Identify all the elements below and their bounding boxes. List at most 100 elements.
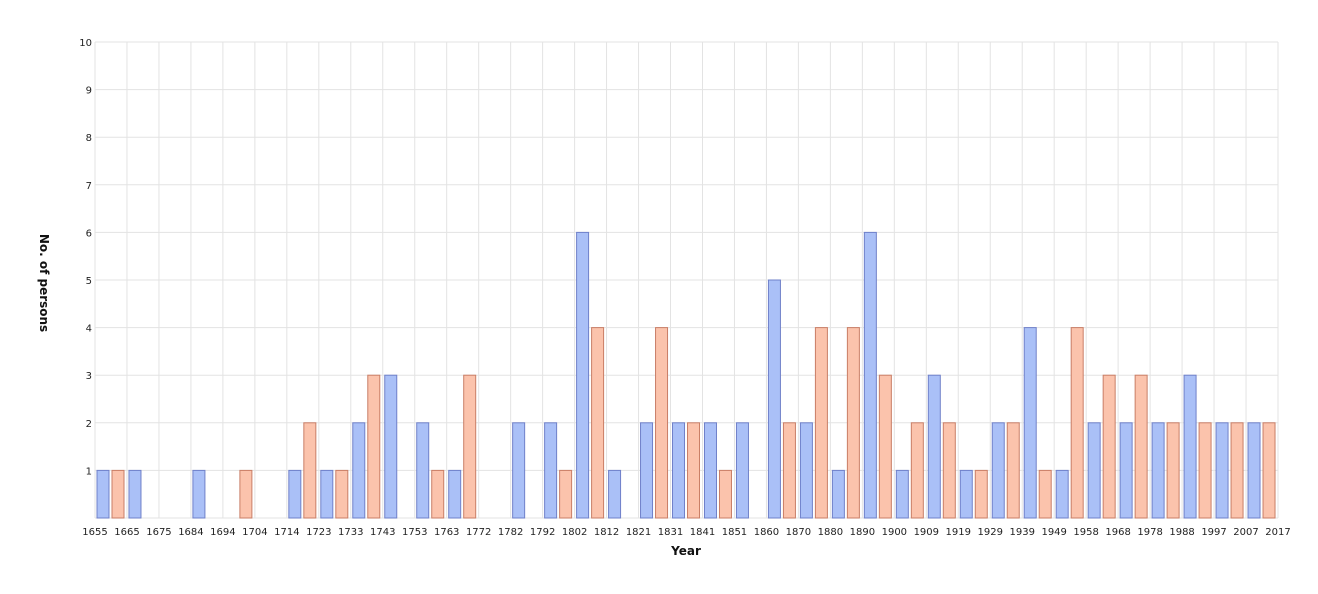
y-axis-title: No. of persons (37, 234, 51, 332)
y-tick-label: 1 (86, 466, 92, 477)
bar-series-1 (1055, 469, 1069, 519)
y-tick-label: 2 (86, 419, 92, 430)
y-tick-label: 6 (86, 228, 92, 239)
x-tick-label: 1675 (146, 527, 171, 538)
bar-series-1 (1183, 374, 1197, 519)
bar-series-1 (1119, 422, 1133, 519)
bar-series-2 (1006, 422, 1020, 519)
bar-series-2 (942, 422, 956, 519)
x-tick-label: 1812 (594, 527, 619, 538)
x-tick-label: 1655 (82, 527, 107, 538)
y-tick-label: 8 (86, 133, 92, 144)
y-tick-labels: 1 2 3 4 5 6 7 8 9 10 (79, 38, 92, 477)
x-tick-label: 1900 (882, 527, 907, 538)
y-tick-label: 10 (79, 38, 92, 49)
x-tick-label: 1949 (1041, 527, 1066, 538)
bar-series-1 (416, 422, 430, 519)
x-tick-label: 1763 (434, 527, 459, 538)
bar-series-1 (640, 422, 654, 519)
bar-series-2 (1134, 374, 1148, 519)
x-tick-label: 1890 (850, 527, 875, 538)
bar-series-1 (544, 422, 558, 519)
bar-series-1 (1151, 422, 1165, 519)
bar-series-1 (927, 374, 941, 519)
grid-lines (94, 41, 1279, 519)
x-tick-label: 1909 (914, 527, 939, 538)
x-tick-label: 1684 (178, 527, 203, 538)
x-tick-label: 1968 (1105, 527, 1130, 538)
bar-series-2 (1230, 422, 1244, 519)
bar-series-1 (608, 469, 622, 519)
bar-series-2 (111, 469, 125, 519)
bar-series-1 (895, 469, 909, 519)
x-tick-label: 1841 (690, 527, 715, 538)
x-tick-label: 2007 (1233, 527, 1258, 538)
x-tick-label: 1958 (1073, 527, 1098, 538)
bar-series-2 (687, 422, 701, 519)
x-tick-label: 1870 (786, 527, 811, 538)
x-tick-label: 1665 (114, 527, 139, 538)
bar-series-2 (367, 374, 381, 519)
bar-series-2 (1070, 327, 1084, 519)
y-tick-label: 3 (86, 371, 92, 382)
bar-series-1 (831, 469, 845, 519)
bar-series-1 (96, 469, 110, 519)
bar-series-1 (1215, 422, 1229, 519)
bar-series-2 (782, 422, 796, 519)
bar-series-1 (735, 422, 749, 519)
bar-series-2 (1198, 422, 1212, 519)
bar-series-2 (974, 469, 988, 519)
bar-series-2 (239, 469, 253, 519)
x-tick-label: 1733 (338, 527, 363, 538)
bar-series-2 (878, 374, 892, 519)
bar-series-1 (192, 469, 206, 519)
bar-series-1 (576, 231, 590, 519)
y-tick-label: 9 (86, 86, 92, 97)
x-tick-label: 1831 (658, 527, 683, 538)
bar-series-1 (288, 469, 302, 519)
x-tick-label: 1714 (274, 527, 299, 538)
bar-series-2 (655, 327, 669, 519)
x-tick-label: 1929 (978, 527, 1003, 538)
x-tick-label: 1753 (402, 527, 427, 538)
bars (96, 231, 1276, 519)
bar-series-2 (431, 469, 445, 519)
bar-series-1 (384, 374, 398, 519)
bar-series-2 (910, 422, 924, 519)
x-tick-label: 1860 (754, 527, 779, 538)
x-tick-label: 1743 (370, 527, 395, 538)
bar-series-1 (703, 422, 717, 519)
x-tick-labels: 1655 1665 1675 1684 1694 1704 1714 1723 1733 1743… (82, 527, 1290, 538)
bar-series-2 (1038, 469, 1052, 519)
x-tick-label: 1988 (1169, 527, 1194, 538)
x-tick-label: 1802 (562, 527, 587, 538)
bar-series-2 (335, 469, 349, 519)
bar-series-1 (352, 422, 366, 519)
bar-series-1 (799, 422, 813, 519)
x-tick-label: 1694 (210, 527, 235, 538)
x-tick-label: 1723 (306, 527, 331, 538)
bar-series-1 (448, 469, 462, 519)
bar-series-1 (1087, 422, 1101, 519)
bar-series-2 (1102, 374, 1116, 519)
x-tick-label: 1978 (1137, 527, 1162, 538)
y-tick-label: 4 (86, 324, 92, 335)
bar-series-1 (991, 422, 1005, 519)
bar-series-2 (303, 422, 317, 519)
x-tick-label: 1851 (722, 527, 747, 538)
x-tick-label: 1821 (626, 527, 651, 538)
y-tick-label: 7 (86, 181, 92, 192)
bar-series-1 (672, 422, 686, 519)
x-tick-label: 1772 (466, 527, 491, 538)
bar-series-2 (814, 327, 828, 519)
bar-series-1 (128, 469, 142, 519)
x-tick-label: 1880 (818, 527, 843, 538)
bar-series-1 (767, 279, 781, 519)
bar-series-1 (959, 469, 973, 519)
bar-series-1 (863, 231, 877, 519)
x-tick-label: 1997 (1201, 527, 1226, 538)
x-tick-label: 1782 (498, 527, 523, 538)
bar-series-2 (559, 469, 573, 519)
bar-series-2 (591, 327, 605, 519)
